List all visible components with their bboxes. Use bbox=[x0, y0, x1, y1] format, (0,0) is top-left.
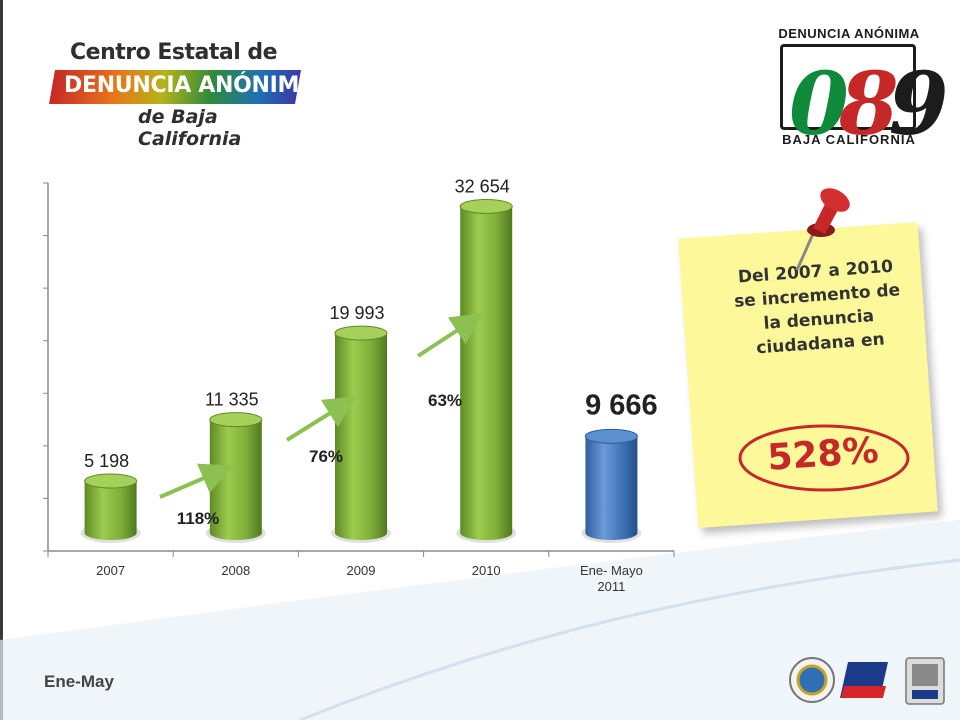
x-tick-label: 2010 bbox=[472, 563, 501, 578]
bar-top bbox=[209, 412, 263, 428]
logo-089-bottom-text: BAJA CALIFORNIA bbox=[782, 132, 916, 147]
logo-line-3: de Baja California bbox=[138, 106, 242, 150]
chart-bar bbox=[205, 412, 266, 543]
x-tick-label: 2011 bbox=[597, 579, 625, 594]
data-label: 5 198 bbox=[84, 451, 129, 471]
highlight-circle bbox=[738, 424, 910, 492]
bc-seguro-logo-icon bbox=[840, 662, 888, 698]
chart-bar bbox=[581, 428, 642, 543]
growth-label: 118% bbox=[177, 509, 220, 528]
growth-arrow bbox=[416, 313, 484, 358]
left-border bbox=[0, 0, 3, 720]
bar-top bbox=[459, 198, 513, 214]
push-pin-icon bbox=[795, 188, 850, 271]
bar-body bbox=[335, 333, 387, 540]
bar-top bbox=[84, 473, 138, 489]
bar-body bbox=[585, 436, 638, 540]
growth-arrow bbox=[159, 463, 233, 499]
x-tick-label: 2007 bbox=[96, 563, 125, 578]
bar-top bbox=[334, 325, 388, 341]
gobierno-bc-logo-icon bbox=[905, 657, 945, 705]
x-tick-label: Ene- Mayo bbox=[580, 563, 643, 578]
growth-arrow bbox=[285, 396, 357, 442]
growth-label: 63% bbox=[428, 391, 462, 410]
sticky-note: Del 2007 a 2010 se incremento de la denu… bbox=[678, 188, 944, 530]
state-seal-icon bbox=[789, 657, 835, 703]
footer-period-label: Ene-May bbox=[44, 672, 114, 691]
chart-bar bbox=[456, 198, 517, 543]
data-label: 11 335 bbox=[205, 390, 259, 410]
centro-estatal-logo: Centro Estatal de DENUNCIA ANÓNIMA de Ba… bbox=[49, 40, 316, 150]
logo-line-1: Centro Estatal de bbox=[70, 40, 278, 65]
bar-body bbox=[460, 206, 513, 540]
growth-label: 76% bbox=[309, 447, 343, 466]
bar-body bbox=[209, 419, 262, 540]
bar-top bbox=[584, 428, 638, 444]
data-label: 32 654 bbox=[455, 176, 510, 196]
x-tick-label: 2009 bbox=[347, 563, 376, 578]
bar-body bbox=[84, 481, 137, 540]
x-tick-label: 2008 bbox=[221, 563, 250, 578]
data-label: 9 666 bbox=[585, 389, 658, 421]
data-label: 19 993 bbox=[329, 303, 384, 323]
chart-bar bbox=[331, 325, 391, 543]
chart-bar bbox=[80, 473, 141, 543]
logo-089-top-text: DENUNCIA ANÓNIMA bbox=[778, 26, 920, 41]
denuncia-089-logo: DENUNCIA ANÓNIMA 089 BAJA CALIFORNIA bbox=[776, 26, 948, 150]
logo-line-2: DENUNCIA ANÓNIMA bbox=[64, 73, 316, 98]
footer-government-logos bbox=[789, 657, 945, 705]
